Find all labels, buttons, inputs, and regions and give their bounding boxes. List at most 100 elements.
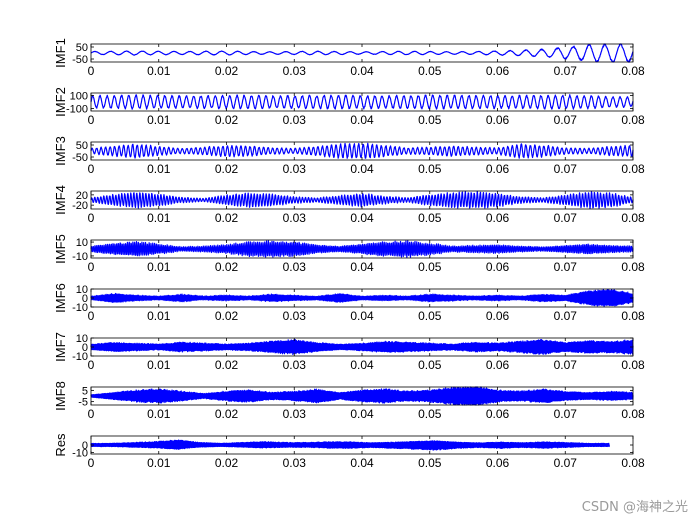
x-tick-label: 0.08 [621, 113, 645, 127]
x-tick-label: 0.01 [147, 113, 171, 127]
x-tick-label: 0.01 [147, 64, 171, 78]
y-axis-label: IMF8 [53, 381, 68, 411]
y-tick-label: -50 [72, 152, 88, 164]
x-tick-label: 0.01 [147, 309, 171, 323]
x-tick-label: 0.08 [621, 162, 645, 176]
signal-line-imf2 [90, 94, 634, 110]
x-tick-label: 0.04 [350, 211, 374, 225]
y-tick-label: -10 [72, 448, 88, 460]
y-tick-label: -20 [72, 200, 88, 212]
x-tick-label: 0.06 [486, 358, 510, 372]
x-tick-label: 0.08 [621, 64, 645, 78]
x-tick-label: 0.07 [554, 309, 578, 323]
x-tick-label: 0.08 [621, 309, 645, 323]
x-tick-label: 0.06 [486, 309, 510, 323]
y-axis-label: IMF7 [53, 332, 68, 362]
x-tick-label: 0.07 [554, 162, 578, 176]
x-tick-label: 0.02 [215, 113, 239, 127]
x-tick-label: 0.01 [147, 456, 171, 470]
x-tick-label: 0.06 [486, 260, 510, 274]
x-tick-label: 0.04 [350, 162, 374, 176]
x-tick-label: 0.05 [418, 211, 442, 225]
y-tick-label: -10 [72, 302, 88, 314]
y-tick-label: -10 [72, 251, 88, 263]
x-tick-label: 0 [88, 358, 95, 372]
y-tick-label: 10 [76, 237, 88, 249]
y-tick-label: -5 [78, 397, 88, 409]
x-tick-label: 0 [88, 456, 95, 470]
x-tick-label: 0.05 [418, 456, 442, 470]
x-tick-label: 0.03 [283, 162, 307, 176]
x-tick-label: 0.04 [350, 260, 374, 274]
x-tick-label: 0.04 [350, 407, 374, 421]
x-tick-label: 0.04 [350, 309, 374, 323]
x-tick-label: 0.03 [283, 309, 307, 323]
x-tick-label: 0.05 [418, 407, 442, 421]
x-tick-label: 0 [88, 309, 95, 323]
y-tick-label: 10 [76, 284, 88, 296]
x-tick-label: 0.03 [283, 211, 307, 225]
x-tick-label: 0.06 [486, 113, 510, 127]
x-tick-label: 0.08 [621, 260, 645, 274]
signal-line-imf5 [90, 240, 634, 258]
y-axis-label: IMF2 [53, 87, 68, 117]
x-tick-label: 0.03 [283, 456, 307, 470]
x-tick-label: 0 [88, 162, 95, 176]
signal-line-res [90, 439, 610, 451]
x-tick-label: 0.07 [554, 64, 578, 78]
y-axis-label: IMF1 [53, 38, 68, 68]
y-axis-label: IMF6 [53, 283, 68, 313]
x-tick-label: 0.08 [621, 358, 645, 372]
x-tick-label: 0.07 [554, 260, 578, 274]
x-tick-label: 0.07 [554, 456, 578, 470]
x-tick-label: 0.02 [215, 358, 239, 372]
x-tick-label: 0.03 [283, 260, 307, 274]
x-tick-label: 0.05 [418, 309, 442, 323]
x-tick-label: 0.04 [350, 358, 374, 372]
x-tick-label: 0.03 [283, 407, 307, 421]
x-tick-label: 0.07 [554, 407, 578, 421]
y-tick-label: -10 [72, 351, 88, 363]
x-tick-label: 0.01 [147, 162, 171, 176]
x-tick-label: 0.05 [418, 64, 442, 78]
y-tick-label: 5 [82, 385, 88, 397]
x-tick-label: 0 [88, 260, 95, 274]
x-tick-label: 0.02 [215, 407, 239, 421]
x-tick-label: 0.05 [418, 358, 442, 372]
x-tick-label: 0.08 [621, 456, 645, 470]
x-tick-label: 0.04 [350, 456, 374, 470]
x-tick-label: 0.06 [486, 407, 510, 421]
y-tick-label: 0 [82, 293, 88, 305]
y-tick-label: 0 [82, 342, 88, 354]
signal-line-imf1 [90, 43, 634, 63]
x-tick-label: 0 [88, 407, 95, 421]
x-tick-label: 0.02 [215, 211, 239, 225]
x-tick-label: 0.05 [418, 260, 442, 274]
signal-line-imf4 [90, 190, 634, 210]
watermark-text: CSDN @海神之光 [581, 500, 688, 515]
x-tick-label: 0.06 [486, 64, 510, 78]
y-axis-label: IMF4 [53, 185, 68, 215]
x-tick-label: 0 [88, 211, 95, 225]
x-tick-label: 0.06 [486, 456, 510, 470]
x-tick-label: 0.08 [621, 407, 645, 421]
x-tick-label: 0.07 [554, 113, 578, 127]
y-tick-label: -100 [66, 103, 88, 115]
y-tick-label: 100 [70, 91, 88, 103]
x-tick-label: 0.08 [621, 211, 645, 225]
y-tick-label: 10 [76, 333, 88, 345]
x-tick-label: 0.03 [283, 113, 307, 127]
y-tick-label: 50 [76, 42, 88, 54]
x-tick-label: 0.02 [215, 456, 239, 470]
x-tick-label: 0.01 [147, 260, 171, 274]
x-tick-label: 0.07 [554, 358, 578, 372]
x-tick-label: 0.03 [283, 64, 307, 78]
x-tick-label: 0.04 [350, 64, 374, 78]
signal-line-imf7 [90, 338, 634, 356]
x-tick-label: 0.02 [215, 260, 239, 274]
y-tick-label: -50 [72, 54, 88, 66]
x-tick-label: 0.05 [418, 113, 442, 127]
x-tick-label: 0.04 [350, 113, 374, 127]
y-axis-label: IMF3 [53, 136, 68, 166]
